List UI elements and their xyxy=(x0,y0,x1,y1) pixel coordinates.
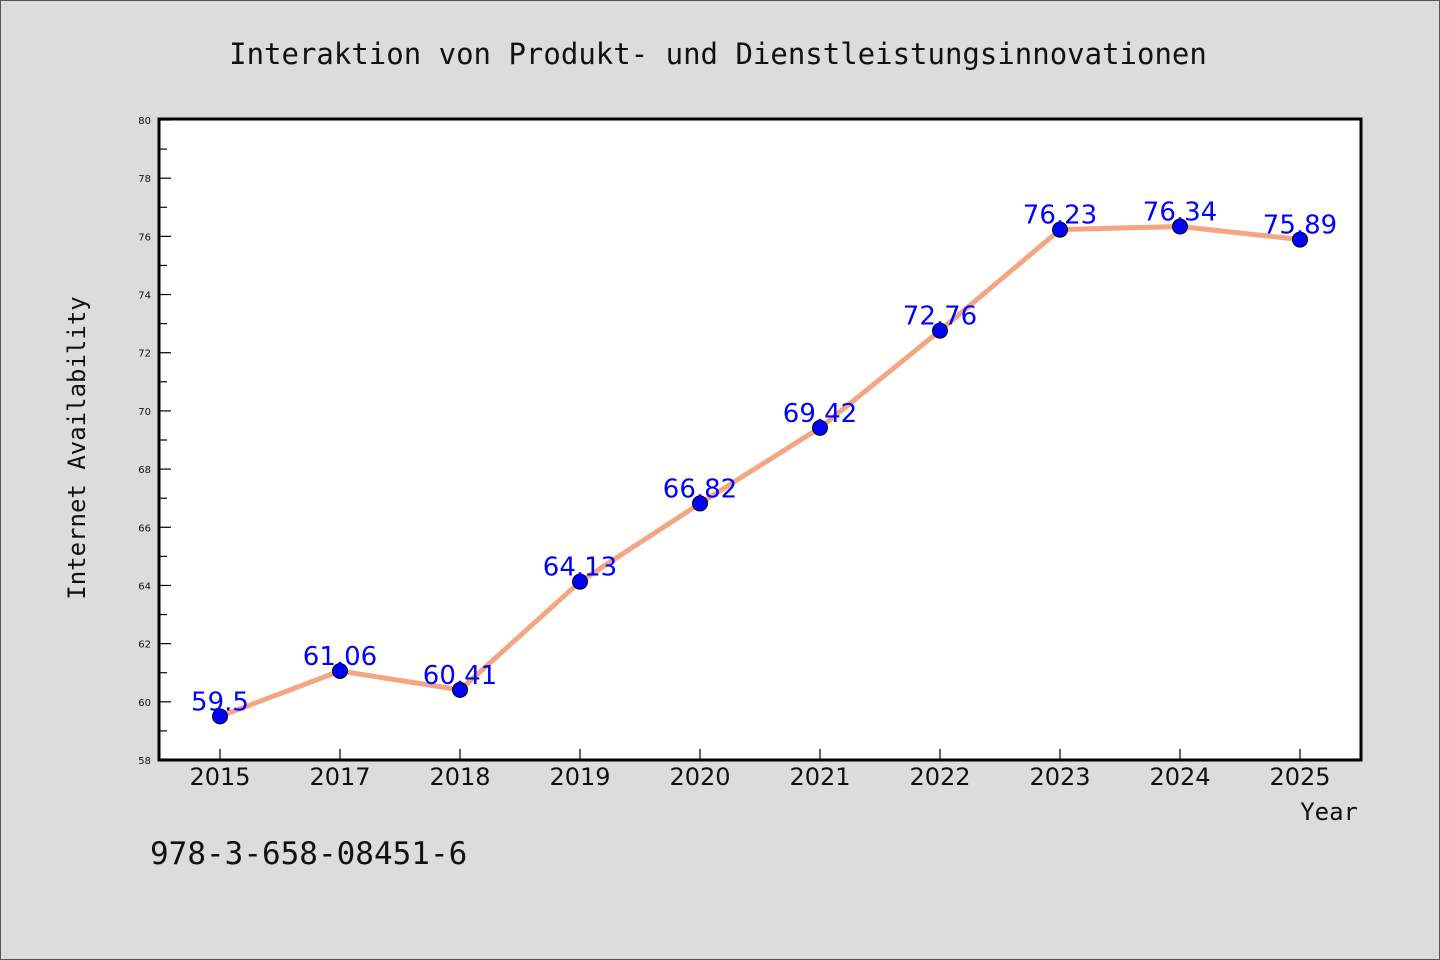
data-point-group xyxy=(212,218,1308,725)
data-label: 75.89 xyxy=(1263,211,1337,241)
data-label: 69.42 xyxy=(783,399,857,429)
data-point xyxy=(812,419,828,436)
y-tick-label: 62 xyxy=(138,640,151,651)
x-tick-label: 2023 xyxy=(1029,763,1090,791)
footnote-isbn: 978-3-658-08451-6 xyxy=(150,836,467,872)
data-label: 76.34 xyxy=(1143,197,1217,227)
data-point xyxy=(332,662,348,679)
x-axis-label: Year xyxy=(1300,798,1358,826)
y-tick-label: 78 xyxy=(138,174,151,185)
y-tick-label: 66 xyxy=(138,523,151,534)
x-tick-label: 2022 xyxy=(909,763,970,791)
y-tick-label: 76 xyxy=(138,232,151,243)
data-label: 61.06 xyxy=(303,642,377,672)
y-tick-label: 72 xyxy=(138,349,151,360)
y-tick-label: 70 xyxy=(138,407,151,418)
y-tick-label: 74 xyxy=(138,291,151,302)
x-axis: 2015 2017 2018 2019 2020 2021 2022 2023 2024 2025 xyxy=(189,749,1331,791)
x-tick-label: 2015 xyxy=(189,763,250,791)
data-point xyxy=(1292,231,1308,248)
data-point xyxy=(692,495,708,512)
data-point xyxy=(212,708,228,725)
data-label: 72.76 xyxy=(903,302,977,332)
x-tick-label: 2019 xyxy=(549,763,610,791)
data-point xyxy=(572,573,588,590)
y-axis-label: Internet Availability xyxy=(63,296,91,599)
x-tick-label: 2018 xyxy=(429,763,490,791)
data-point xyxy=(452,681,468,698)
data-label: 60.41 xyxy=(423,661,497,691)
data-point xyxy=(1172,218,1188,235)
chart-title: Interaktion von Produkt- und Dienstleist… xyxy=(229,37,1207,71)
data-label-group: 59.5 61.06 60.41 64.13 66.82 69.42 72.76 76.23 7… xyxy=(191,197,1337,717)
data-point xyxy=(932,322,948,339)
y-tick-label: 68 xyxy=(138,465,151,476)
series-line-group xyxy=(217,223,1303,719)
data-label: 59.5 xyxy=(191,687,249,717)
y-tick-label: 58 xyxy=(138,756,151,767)
x-tick-label: 2021 xyxy=(789,763,850,791)
y-axis: 58 60 62 64 66 68 70 72 74 76 78 80 xyxy=(138,116,171,767)
x-tick-label: 2017 xyxy=(309,763,370,791)
x-tick-label: 2025 xyxy=(1269,763,1330,791)
y-tick-label: 60 xyxy=(138,698,151,709)
series-line xyxy=(217,223,1303,719)
x-tick-label: 2024 xyxy=(1149,763,1210,791)
data-label: 64.13 xyxy=(543,553,617,583)
data-label: 76.23 xyxy=(1023,201,1097,231)
x-tick-label: 2020 xyxy=(669,763,730,791)
data-point xyxy=(1052,221,1068,238)
data-label: 66.82 xyxy=(663,474,737,504)
y-tick-label: 64 xyxy=(138,581,151,592)
y-tick-label: 80 xyxy=(138,116,151,127)
